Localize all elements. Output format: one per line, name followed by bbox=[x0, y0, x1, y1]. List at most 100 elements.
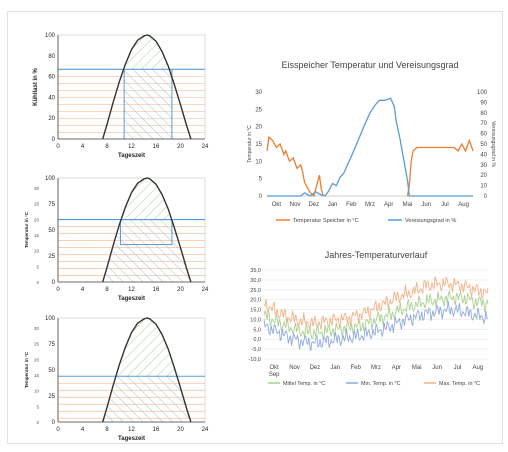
x-tick-label: Jan bbox=[330, 365, 340, 371]
y2-tick-label: 10 bbox=[480, 184, 487, 190]
x-tick-label: Feb bbox=[350, 365, 361, 371]
series-line-1 bbox=[267, 97, 473, 197]
secondary-tick-label: 0 bbox=[36, 420, 39, 425]
x-tick-label: Jul bbox=[454, 365, 462, 371]
legend-label: Max. Temp. in °C bbox=[439, 381, 480, 387]
x-tick-label: Jan bbox=[328, 202, 338, 208]
y-tick-label: 75 bbox=[48, 202, 55, 208]
y-tick-label: 80 bbox=[48, 54, 55, 60]
x-tick-label: 20 bbox=[177, 144, 184, 150]
x-tick-label: Dez bbox=[308, 202, 319, 208]
secondary-tick-label: 30 bbox=[34, 326, 40, 331]
y2-tick-label: 60 bbox=[480, 132, 487, 138]
secondary-tick-label: 5 bbox=[36, 264, 39, 269]
daily-temperature-chart-3: 0 4 8 12 16 20 24 0 25 50 75 100 0 5 10 15 20 25 30 Tagesze… bbox=[24, 316, 209, 442]
daily-curve bbox=[102, 317, 192, 423]
y2-tick-label: 40 bbox=[480, 152, 487, 158]
x-tick-label: Okt bbox=[272, 202, 282, 208]
y-tick-label: 100 bbox=[45, 176, 56, 182]
x-tick-label: Okt bbox=[270, 365, 280, 371]
daily-curve bbox=[102, 34, 192, 140]
x-tick-label: 20 bbox=[177, 427, 184, 433]
y-tick-label: 15 bbox=[255, 142, 262, 148]
y2-tick-label: 90 bbox=[480, 100, 487, 106]
daily-temperature-chart-2: 0 4 8 12 16 20 24 0 25 50 75 100 0 5 10 15 20 25 30 Tagesze… bbox=[24, 176, 209, 302]
y2-tick-label: 50 bbox=[480, 142, 487, 148]
secondary-tick-label: 15 bbox=[34, 233, 40, 238]
x-tick-label: Aug bbox=[472, 365, 483, 371]
y-tick-label: 5,0 bbox=[253, 327, 261, 333]
y-tick-label: 0 bbox=[52, 137, 56, 143]
y-tick-label: 10,0 bbox=[250, 317, 261, 323]
x-tick-label: Nov bbox=[290, 202, 301, 208]
x-tick-label: 4 bbox=[81, 144, 85, 150]
legend-label: Mittel Temp. in °C bbox=[283, 381, 325, 387]
x-tick-label: 12 bbox=[128, 144, 135, 150]
y-tick-label: 30,0 bbox=[250, 278, 261, 284]
secondary-tick-label: 25 bbox=[34, 342, 40, 347]
y-tick-label: 20,0 bbox=[250, 298, 261, 304]
y-tick-label: 10 bbox=[255, 159, 262, 165]
y2-tick-label: 80 bbox=[480, 111, 487, 117]
jahres-temperaturverlauf-chart: Jahres-Temperaturverlauf -10,0 -5,0 0,0 5,0 1… bbox=[248, 250, 489, 387]
x-tick-label: 8 bbox=[105, 427, 109, 433]
x-tick-label: Jun bbox=[421, 202, 431, 208]
x-tick-label: Mai bbox=[403, 202, 413, 208]
secondary-tick-label: 10 bbox=[34, 249, 40, 254]
chart-title: Jahres-Temperaturverlauf bbox=[325, 250, 428, 260]
secondary-tick-label: 25 bbox=[34, 202, 40, 207]
y-tick-label: 0 bbox=[52, 420, 56, 426]
y-tick-label: 0,0 bbox=[253, 337, 261, 343]
x-tick-label: Mai bbox=[412, 365, 422, 371]
series-line-0 bbox=[263, 290, 489, 340]
area-above-threshold bbox=[121, 178, 172, 220]
y-tick-label: 0 bbox=[52, 280, 56, 286]
x-tick-label: Feb bbox=[346, 202, 357, 208]
x-tick-label: 8 bbox=[105, 287, 109, 293]
legend-label: Vereisungsgrad in % bbox=[405, 218, 456, 224]
x-tick-label: Aug bbox=[458, 202, 469, 208]
y-tick-label: 25,0 bbox=[250, 288, 261, 294]
y-tick-label: 20 bbox=[255, 125, 262, 131]
area-below-threshold bbox=[102, 376, 191, 422]
secondary-tick-label: 10 bbox=[34, 389, 40, 394]
legend-label: Temperatur Speicher in °C bbox=[293, 218, 359, 224]
legend-label: Min. Temp. in °C bbox=[361, 381, 401, 387]
daily-curve bbox=[102, 177, 192, 283]
x-tick-label: 0 bbox=[56, 144, 60, 150]
y2-tick-label: 30 bbox=[480, 163, 487, 169]
y-tick-label: 100 bbox=[45, 33, 56, 39]
y-axis-title: Temperatur in °C bbox=[247, 125, 253, 163]
x-axis-title: Tageszeit bbox=[118, 296, 145, 302]
x-tick-label: 20 bbox=[177, 287, 184, 293]
chart-title: Eisspeicher Temperatur und Vereisungsgra… bbox=[282, 60, 459, 70]
y-tick-label: 60 bbox=[48, 75, 55, 81]
area-below-band bbox=[124, 69, 172, 139]
x-tick-label: Dez bbox=[310, 365, 321, 371]
x-tick-label: 16 bbox=[153, 287, 160, 293]
y-axis-title: Temperatur in °C bbox=[24, 351, 29, 388]
y2-tick-label: 20 bbox=[480, 173, 487, 179]
y2-tick-label: 100 bbox=[477, 90, 488, 96]
x-tick-label: 0 bbox=[56, 287, 60, 293]
x-tick-label: Mrz bbox=[365, 202, 375, 208]
daily-load-chart-1: 0 4 8 12 16 20 24 0 20 40 60 80 100 Tageszeit Kühllast… bbox=[33, 33, 209, 159]
y-tick-label: -5,0 bbox=[252, 347, 261, 353]
secondary-tick-label: 30 bbox=[34, 186, 40, 191]
y-tick-label: 15,0 bbox=[250, 308, 261, 314]
y-tick-label: 0 bbox=[259, 194, 263, 200]
x-tick-label: 24 bbox=[202, 144, 209, 150]
x-tick-label: Mrz bbox=[371, 365, 381, 371]
y-tick-label: -10,0 bbox=[248, 357, 261, 363]
x-tick-label: 24 bbox=[202, 287, 209, 293]
y-axis-title: Kühllast in % bbox=[33, 68, 39, 106]
x-tick-label: 4 bbox=[81, 287, 85, 293]
y-tick-label: 35,0 bbox=[250, 268, 261, 274]
y-tick-label: 25 bbox=[255, 107, 262, 113]
secondary-tick-label: 20 bbox=[34, 357, 40, 362]
x-axis-title: Tageszeit bbox=[118, 436, 145, 442]
x-tick-label: 0 bbox=[56, 427, 60, 433]
x-tick-label: 12 bbox=[128, 287, 135, 293]
x-tick-label: 16 bbox=[153, 427, 160, 433]
series-line-2 bbox=[263, 276, 489, 331]
